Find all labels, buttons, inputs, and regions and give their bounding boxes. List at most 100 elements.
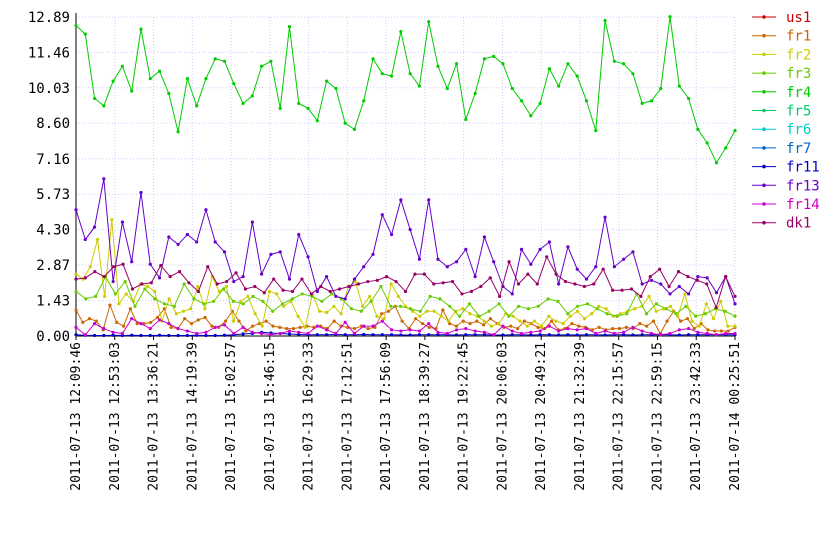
data-point-fr4 [297,101,301,105]
data-point-fr1 [713,329,717,333]
legend-label-fr11: fr11 [786,160,820,176]
data-point-fr13 [278,250,282,254]
data-point-fr14 [482,330,486,334]
data-point-dk1 [667,284,671,289]
data-point-fr1 [638,322,642,326]
data-point-fr14 [408,328,412,332]
data-point-fr14 [278,331,282,336]
data-point-fr13 [204,208,208,212]
data-point-fr13 [454,260,459,264]
data-point-dk1 [102,275,106,279]
data-point-fr14 [547,324,551,328]
data-point-dk1 [422,272,426,276]
data-point-fr11 [167,333,171,338]
data-point-fr11 [473,333,477,337]
data-point-fr4 [584,99,589,103]
data-point-fr4 [380,72,384,76]
data-point-fr3 [162,302,167,306]
data-point-fr2 [375,314,379,318]
data-point-fr13 [510,292,514,296]
data-point-fr2 [239,299,243,303]
legend-label-fr14: fr14 [786,197,820,213]
data-point-fr14 [501,324,505,328]
data-point-fr14 [306,331,310,336]
x-tick-label: 2011-07-13 19:22:45 [457,342,472,491]
legend-marker-fr5 [762,108,766,113]
data-point-fr4 [306,106,310,110]
data-point-fr1 [706,328,710,332]
data-point-fr2 [532,319,537,323]
data-point-fr4 [705,141,709,145]
x-tick-label: 2011-07-13 15:02:57 [224,342,239,491]
series-line-fr11 [75,331,735,337]
data-point-dk1 [356,282,361,286]
data-point-fr4 [631,72,635,76]
data-point-fr11 [566,333,570,337]
x-tick-label: 2011-07-14 00:25:51 [728,342,743,491]
y-tick-label: 8.60 [36,116,70,132]
data-point-fr4 [371,57,375,61]
data-point-fr14 [222,323,227,327]
data-point-dk1 [112,265,116,269]
data-point-fr13 [492,260,496,264]
data-point-fr13 [241,275,245,279]
data-point-fr13 [232,279,236,284]
data-point-fr3 [694,314,698,318]
data-point-fr14 [195,331,199,336]
series-fr2 [74,218,737,329]
data-point-dk1 [347,284,351,289]
data-point-fr2 [332,304,336,308]
data-point-fr1 [121,324,126,328]
data-point-fr1 [651,319,656,323]
data-point-fr4 [510,86,514,91]
data-point-fr14 [529,330,533,334]
data-point-fr3 [241,302,245,306]
data-point-dk1 [130,287,135,291]
data-point-fr4 [547,67,551,71]
data-point-fr3 [585,302,590,306]
data-point-fr1 [590,328,594,332]
data-point-fr13 [417,257,422,261]
data-point-fr1 [386,309,391,313]
data-point-dk1 [441,281,445,285]
data-point-fr1 [210,324,214,328]
data-point-dk1 [74,277,78,281]
legend-label-fr1: fr1 [786,29,811,45]
data-point-fr2 [482,319,486,323]
data-point-dk1 [686,275,690,279]
data-point-fr14 [362,324,366,328]
data-point-dk1 [733,294,737,299]
data-point-fr13 [260,272,264,276]
data-point-fr2 [353,279,357,284]
data-point-fr11 [640,333,644,337]
data-point-fr13 [547,240,551,244]
data-point-fr13 [436,257,440,261]
data-point-fr2 [174,312,178,316]
data-point-fr2 [103,294,107,299]
y-tick-label: 2.87 [36,258,70,274]
data-point-fr13 [362,265,366,269]
data-point-fr2 [296,314,300,318]
data-point-dk1 [695,278,699,282]
data-point-fr11 [399,333,403,337]
data-point-fr13 [464,247,468,251]
data-point-fr3 [605,312,609,316]
data-point-fr2 [704,302,708,306]
data-point-fr2 [733,324,737,328]
legend-marker-fr2 [762,52,766,57]
series-fr14 [74,317,737,337]
data-point-fr2 [518,319,522,323]
data-point-dk1 [545,255,549,259]
data-point-fr14 [557,329,561,333]
data-point-fr1 [81,320,85,324]
data-point-fr4 [482,57,486,61]
data-point-dk1 [366,279,370,284]
series-line-fr3 [75,275,736,317]
data-point-fr11 [315,333,319,337]
x-tick-label: 2011-07-13 22:59:15 [650,342,665,491]
data-point-fr2 [590,312,594,316]
data-point-fr13 [74,208,78,212]
data-point-fr4 [315,119,319,123]
data-point-fr4 [232,81,236,86]
